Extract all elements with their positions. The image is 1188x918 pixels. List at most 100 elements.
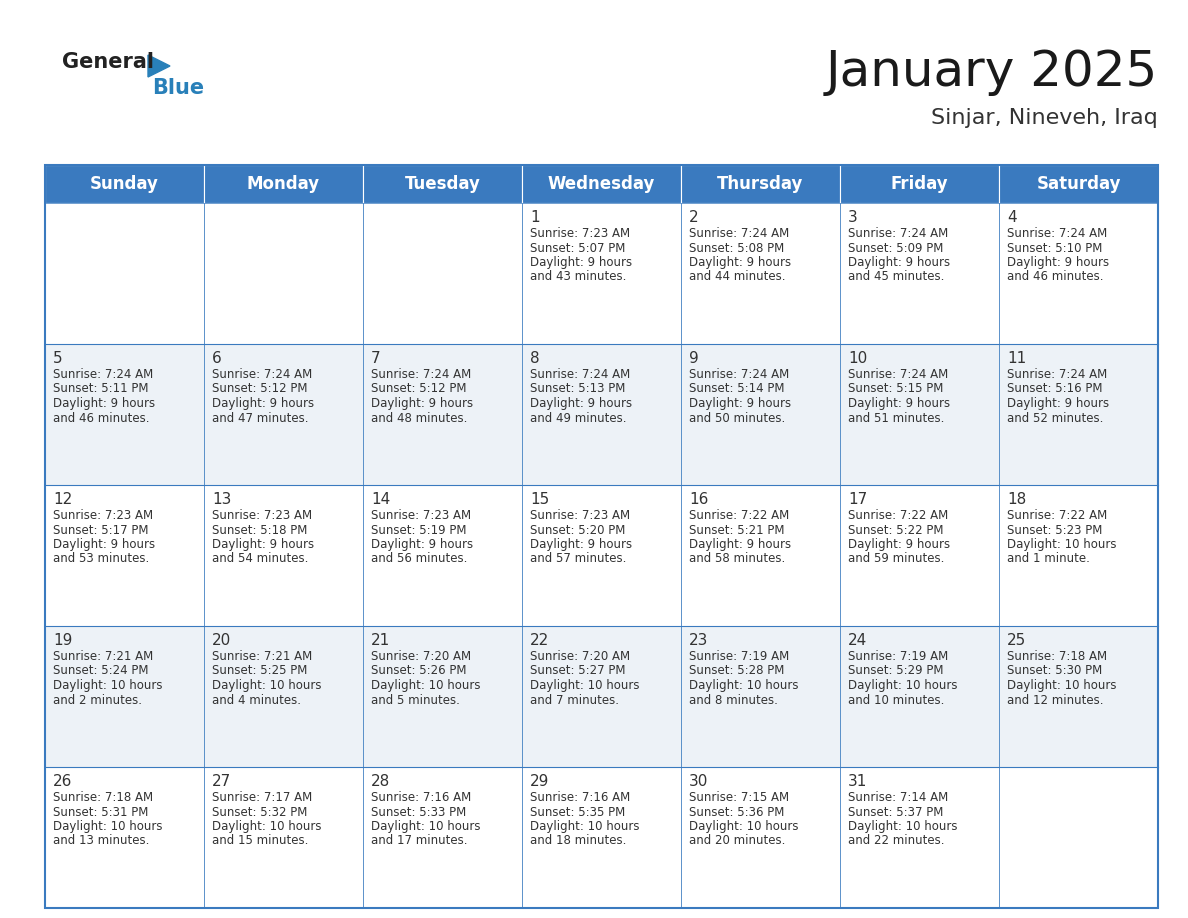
Text: and 13 minutes.: and 13 minutes.	[53, 834, 150, 847]
Text: Sunset: 5:12 PM: Sunset: 5:12 PM	[371, 383, 467, 396]
Polygon shape	[148, 55, 170, 77]
Text: 5: 5	[53, 351, 63, 366]
Text: Daylight: 9 hours: Daylight: 9 hours	[530, 256, 632, 269]
Bar	[522, 485, 681, 626]
Text: Daylight: 9 hours: Daylight: 9 hours	[530, 538, 632, 551]
Bar	[522, 344, 681, 485]
Text: Sunrise: 7:22 AM: Sunrise: 7:22 AM	[689, 509, 789, 522]
Bar	[840, 203, 999, 344]
Text: 27: 27	[211, 774, 232, 789]
Text: Sunrise: 7:24 AM: Sunrise: 7:24 AM	[371, 368, 472, 381]
Text: and 18 minutes.: and 18 minutes.	[530, 834, 626, 847]
Bar	[999, 485, 1158, 626]
Text: and 59 minutes.: and 59 minutes.	[848, 553, 944, 565]
Text: Sunrise: 7:21 AM: Sunrise: 7:21 AM	[53, 650, 153, 663]
Bar	[840, 626, 999, 767]
Text: Thursday: Thursday	[718, 175, 804, 193]
Text: Daylight: 9 hours: Daylight: 9 hours	[689, 256, 791, 269]
Text: 13: 13	[211, 492, 232, 507]
Text: Sunset: 5:23 PM: Sunset: 5:23 PM	[1007, 523, 1102, 536]
Bar	[522, 165, 681, 203]
Text: Sunset: 5:22 PM: Sunset: 5:22 PM	[848, 523, 943, 536]
Text: Sunset: 5:26 PM: Sunset: 5:26 PM	[371, 665, 467, 677]
Text: 31: 31	[848, 774, 867, 789]
Text: Sunrise: 7:22 AM: Sunrise: 7:22 AM	[1007, 509, 1107, 522]
Text: Daylight: 9 hours: Daylight: 9 hours	[371, 538, 473, 551]
Text: Daylight: 9 hours: Daylight: 9 hours	[1007, 397, 1110, 410]
Text: 20: 20	[211, 633, 232, 648]
Text: Daylight: 10 hours: Daylight: 10 hours	[1007, 679, 1117, 692]
Text: and 48 minutes.: and 48 minutes.	[371, 411, 467, 424]
Text: Daylight: 10 hours: Daylight: 10 hours	[530, 820, 639, 833]
Text: Daylight: 9 hours: Daylight: 9 hours	[53, 538, 156, 551]
Text: Sunset: 5:14 PM: Sunset: 5:14 PM	[689, 383, 784, 396]
Text: 26: 26	[53, 774, 72, 789]
Text: Sunset: 5:27 PM: Sunset: 5:27 PM	[530, 665, 626, 677]
Text: Sunrise: 7:20 AM: Sunrise: 7:20 AM	[371, 650, 472, 663]
Text: Sunset: 5:09 PM: Sunset: 5:09 PM	[848, 241, 943, 254]
Text: Monday: Monday	[247, 175, 320, 193]
Text: Sunset: 5:08 PM: Sunset: 5:08 PM	[689, 241, 784, 254]
Text: 3: 3	[848, 210, 858, 225]
Text: and 8 minutes.: and 8 minutes.	[689, 693, 778, 707]
Bar	[840, 165, 999, 203]
Text: Sunrise: 7:22 AM: Sunrise: 7:22 AM	[848, 509, 948, 522]
Text: 9: 9	[689, 351, 699, 366]
Text: Sunrise: 7:14 AM: Sunrise: 7:14 AM	[848, 791, 948, 804]
Text: Sunset: 5:07 PM: Sunset: 5:07 PM	[530, 241, 625, 254]
Text: January 2025: January 2025	[826, 48, 1158, 96]
Text: 30: 30	[689, 774, 708, 789]
Text: Sunrise: 7:17 AM: Sunrise: 7:17 AM	[211, 791, 312, 804]
Text: Daylight: 10 hours: Daylight: 10 hours	[1007, 538, 1117, 551]
Bar	[45, 767, 204, 908]
Text: Sunrise: 7:19 AM: Sunrise: 7:19 AM	[689, 650, 789, 663]
Bar	[999, 626, 1158, 767]
Text: Sunset: 5:11 PM: Sunset: 5:11 PM	[53, 383, 148, 396]
Bar	[999, 165, 1158, 203]
Text: Sunrise: 7:16 AM: Sunrise: 7:16 AM	[371, 791, 472, 804]
Bar	[999, 767, 1158, 908]
Text: Daylight: 10 hours: Daylight: 10 hours	[689, 820, 798, 833]
Text: Sunset: 5:30 PM: Sunset: 5:30 PM	[1007, 665, 1102, 677]
Text: Daylight: 10 hours: Daylight: 10 hours	[689, 679, 798, 692]
Text: 22: 22	[530, 633, 549, 648]
Text: Daylight: 9 hours: Daylight: 9 hours	[689, 538, 791, 551]
Text: Sunset: 5:31 PM: Sunset: 5:31 PM	[53, 805, 148, 819]
Text: 4: 4	[1007, 210, 1017, 225]
Bar	[840, 344, 999, 485]
Text: Daylight: 9 hours: Daylight: 9 hours	[848, 256, 950, 269]
Text: Sunset: 5:13 PM: Sunset: 5:13 PM	[530, 383, 625, 396]
Text: Daylight: 9 hours: Daylight: 9 hours	[530, 397, 632, 410]
Text: Daylight: 10 hours: Daylight: 10 hours	[848, 679, 958, 692]
Text: 1: 1	[530, 210, 539, 225]
Text: Daylight: 9 hours: Daylight: 9 hours	[53, 397, 156, 410]
Bar	[364, 485, 522, 626]
Text: 19: 19	[53, 633, 72, 648]
Text: Sunset: 5:28 PM: Sunset: 5:28 PM	[689, 665, 784, 677]
Text: Wednesday: Wednesday	[548, 175, 656, 193]
Text: 25: 25	[1007, 633, 1026, 648]
Bar	[364, 767, 522, 908]
Text: 12: 12	[53, 492, 72, 507]
Text: Sunrise: 7:24 AM: Sunrise: 7:24 AM	[848, 227, 948, 240]
Text: Sunset: 5:16 PM: Sunset: 5:16 PM	[1007, 383, 1102, 396]
Text: Sunrise: 7:15 AM: Sunrise: 7:15 AM	[689, 791, 789, 804]
Text: Blue: Blue	[152, 78, 204, 98]
Text: Friday: Friday	[891, 175, 948, 193]
Text: Sunset: 5:10 PM: Sunset: 5:10 PM	[1007, 241, 1102, 254]
Text: Sunrise: 7:19 AM: Sunrise: 7:19 AM	[848, 650, 948, 663]
Text: 18: 18	[1007, 492, 1026, 507]
Text: and 17 minutes.: and 17 minutes.	[371, 834, 468, 847]
Text: and 47 minutes.: and 47 minutes.	[211, 411, 309, 424]
Bar	[45, 626, 204, 767]
Text: and 43 minutes.: and 43 minutes.	[530, 271, 626, 284]
Text: Sunrise: 7:23 AM: Sunrise: 7:23 AM	[530, 509, 630, 522]
Text: Daylight: 9 hours: Daylight: 9 hours	[848, 397, 950, 410]
Text: Sunset: 5:20 PM: Sunset: 5:20 PM	[530, 523, 625, 536]
Bar	[681, 203, 840, 344]
Bar	[45, 165, 1158, 908]
Text: and 1 minute.: and 1 minute.	[1007, 553, 1089, 565]
Bar	[681, 344, 840, 485]
Text: and 22 minutes.: and 22 minutes.	[848, 834, 944, 847]
Text: and 52 minutes.: and 52 minutes.	[1007, 411, 1104, 424]
